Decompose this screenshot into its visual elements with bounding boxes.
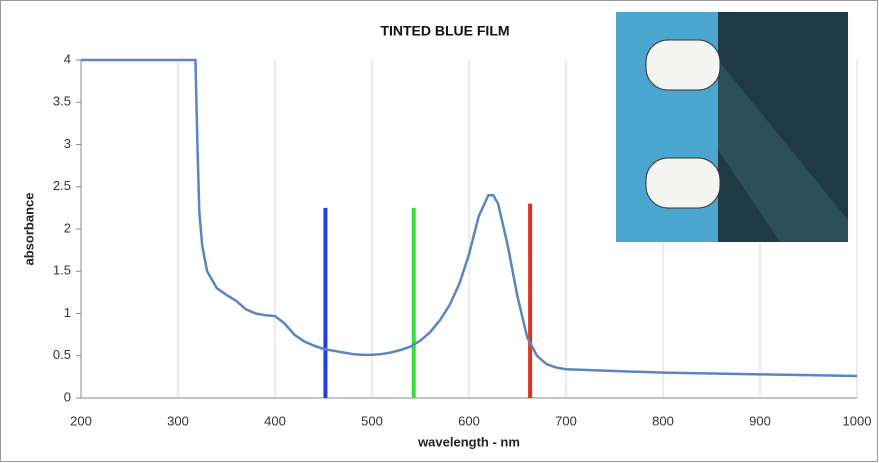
y-tick-label: 3.5 (53, 94, 71, 109)
y-tick-label: 1 (64, 305, 71, 320)
y-tick-label: 2.5 (53, 178, 71, 193)
x-tick-label: 700 (555, 413, 577, 428)
y-tick-label: 4 (64, 51, 71, 66)
y-tick-label: 0 (64, 389, 71, 404)
film-hole (645, 157, 721, 209)
y-tick-label: 3 (64, 136, 71, 151)
x-tick-label: 500 (361, 413, 383, 428)
x-tick-label: 1000 (843, 413, 872, 428)
inset-photo (616, 12, 848, 242)
x-tick-label: 200 (70, 413, 92, 428)
y-tick-label: 0.5 (53, 347, 71, 362)
photo-rail (718, 60, 848, 242)
y-axis-label: absorbance (21, 193, 36, 266)
x-tick-label: 600 (458, 413, 480, 428)
y-tick-label: 1.5 (53, 263, 71, 278)
chart-title: TINTED BLUE FILM (380, 23, 509, 39)
spectrum-line (81, 58, 858, 378)
x-tick-label: 800 (652, 413, 674, 428)
film-hole (645, 39, 721, 91)
x-tick-label: 900 (749, 413, 771, 428)
x-tick-label: 300 (167, 413, 189, 428)
x-tick-label: 400 (264, 413, 286, 428)
y-tick-label: 2 (64, 220, 71, 235)
x-axis-label: wavelength - nm (417, 434, 520, 449)
